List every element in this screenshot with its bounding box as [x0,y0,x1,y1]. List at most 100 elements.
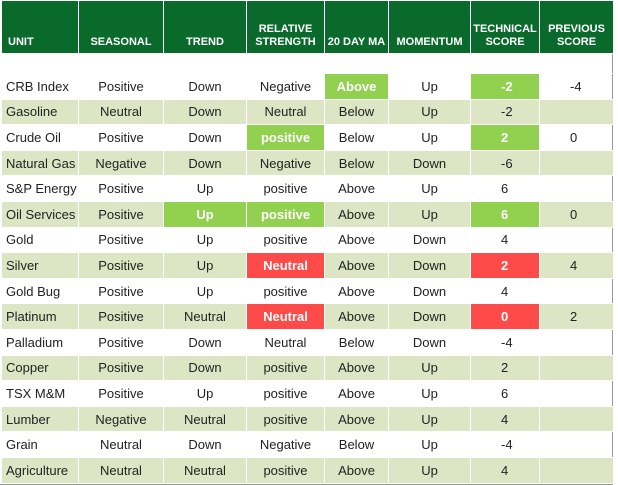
previous-score-cell [539,277,614,305]
momentum-cell: Up [388,200,471,228]
previous-score-cell [539,226,614,254]
unit-cell: S&P Energy [1,175,79,202]
ma-20-day-cell: Above [324,380,389,407]
seasonal-cell: Positive [78,175,164,202]
relative-strength-cell: Neutral [246,98,325,126]
column-header: UNIT [1,0,79,54]
data-row: Copper Positive Down positive Above Up 2 [1,354,614,382]
trend-cell: Up [163,226,247,254]
momentum-cell: Down [388,303,471,330]
relative-strength-cell: positive [246,456,325,484]
relative-strength-cell: positive [246,354,325,382]
technical-score-cell: -6 [470,149,540,177]
relative-strength-cell: positive [246,226,325,254]
previous-score-cell [539,405,614,433]
data-row: S&P Energy Positive Up positive Above Up 6 [1,175,614,202]
ma-20-day-cell: Below [324,328,389,356]
ma-20-day-cell: Above [324,200,389,228]
unit-cell: Gold [1,226,79,254]
unit-cell: Palladium [1,328,79,356]
trend-cell: Up [163,252,247,279]
data-row: Lumber Negative Neutral positive Above Up 4 [1,405,614,433]
relative-strength-cell: positive [246,200,325,228]
unit-cell: Platinum [1,303,79,330]
previous-score-cell [539,149,614,177]
previous-score-cell [539,431,614,458]
trend-cell: Neutral [163,456,247,484]
unit-cell: Gold Bug [1,277,79,305]
ma-20-day-cell: Below [324,431,389,458]
unit-cell: Crude Oil [1,124,79,151]
trend-cell: Down [163,149,247,177]
technical-score-cell: 2 [470,252,540,279]
trend-cell: Neutral [163,405,247,433]
unit-cell: CRB Index [1,73,79,100]
technical-score-cell: -2 [470,73,540,100]
data-row: Gasoline Neutral Down Neutral Below Up -2 [1,98,614,126]
data-row: Gold Positive Up positive Above Down 4 [1,226,614,254]
data-row: Agriculture Neutral Neutral positive Above Up… [1,456,614,484]
ma-20-day-cell: Below [324,124,389,151]
momentum-cell: Up [388,354,471,382]
seasonal-cell: Neutral [78,431,164,458]
relative-strength-cell: positive [246,124,325,151]
ma-20-day-cell: Above [324,175,389,202]
technical-score-cell: 6 [470,380,540,407]
previous-score-cell [539,328,614,356]
unit-cell: Copper [1,354,79,382]
relative-strength-cell: Negative [246,149,325,177]
data-row: TSX M&M Positive Up positive Above Up 6 [1,380,614,407]
relative-strength-cell: positive [246,380,325,407]
seasonal-cell: Positive [78,73,164,100]
technical-score-cell: 4 [470,405,540,433]
data-row: Natural Gas Negative Down Negative Below Down… [1,149,614,177]
ma-20-day-cell: Above [324,303,389,330]
seasonal-cell: Positive [78,277,164,305]
seasonal-cell: Positive [78,252,164,279]
trend-cell: Neutral [163,303,247,330]
technical-score-cell: 0 [470,303,540,330]
relative-strength-cell: Neutral [246,252,325,279]
previous-score-cell [539,175,614,202]
seasonal-cell: Negative [78,405,164,433]
unit-cell: Natural Gas [1,149,79,177]
previous-score-cell: 2 [539,303,614,330]
previous-score-cell: 0 [539,124,614,151]
column-header: SEASONAL [78,0,164,54]
previous-score-cell: -4 [539,73,614,100]
momentum-cell: Down [388,226,471,254]
spacer-row [1,53,614,74]
momentum-cell: Up [388,405,471,433]
trend-cell: Down [163,124,247,151]
ma-20-day-cell: Above [324,252,389,279]
trend-cell: Down [163,73,247,100]
unit-cell: Lumber [1,405,79,433]
momentum-cell: Down [388,328,471,356]
momentum-cell: Down [388,149,471,177]
ma-20-day-cell: Above [324,354,389,382]
previous-score-cell [539,98,614,126]
data-row: Oil Services Positive Up positive Above Up 6 0 [1,200,614,228]
column-header: TREND [163,0,247,54]
seasonal-cell: Positive [78,226,164,254]
unit-cell: Gasoline [1,98,79,126]
relative-strength-cell: positive [246,277,325,305]
ma-20-day-cell: Above [324,405,389,433]
technical-score-cell: 4 [470,226,540,254]
ma-20-day-cell: Above [324,226,389,254]
unit-cell: Agriculture [1,456,79,484]
table-body: CRB Index Positive Down Negative Above Up -2 -4… [1,53,614,484]
trend-cell: Up [163,380,247,407]
ma-20-day-cell: Below [324,98,389,126]
momentum-cell: Up [388,175,471,202]
data-row: Palladium Positive Down Neutral Below Down -4 [1,328,614,356]
previous-score-cell: 0 [539,200,614,228]
technical-score-cell: 6 [470,175,540,202]
column-header: TECHNICAL SCORE [470,0,540,54]
technical-score-cell: -2 [470,98,540,126]
technical-score-cell: -4 [470,328,540,356]
seasonal-cell: Positive [78,328,164,356]
